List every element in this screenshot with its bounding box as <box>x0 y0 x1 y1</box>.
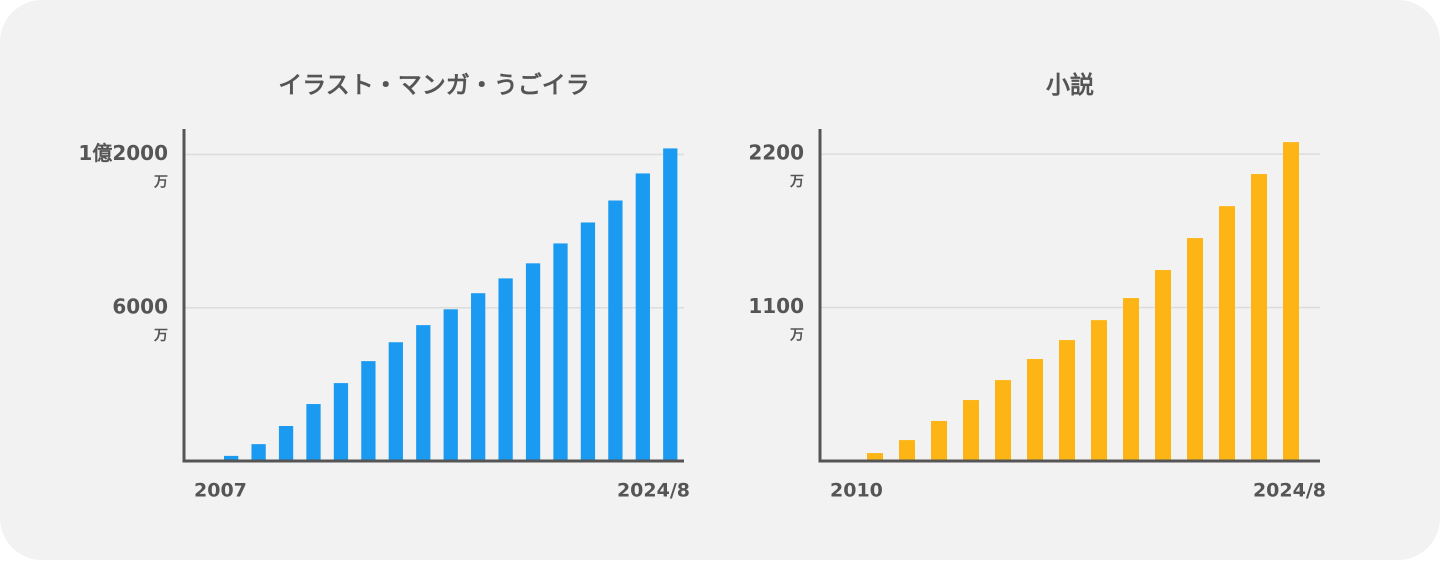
bar <box>471 293 486 461</box>
bar <box>306 404 321 461</box>
bar <box>1123 298 1139 461</box>
bar <box>1283 142 1299 461</box>
y-tick-unit: 万 <box>789 328 804 344</box>
bar <box>963 400 979 461</box>
chart-title: 小説 <box>1046 71 1094 99</box>
x-tick-label: 2024/8 <box>1253 480 1326 502</box>
y-tick-unit: 万 <box>789 174 804 190</box>
y-tick-unit: 万 <box>153 328 168 344</box>
y-tick-label: 6000 <box>112 294 168 318</box>
bar <box>608 200 623 461</box>
bar <box>443 309 458 461</box>
bar <box>278 426 294 461</box>
bar <box>224 455 239 461</box>
x-tick-label: 2007 <box>194 480 247 502</box>
bar <box>361 361 376 461</box>
bar <box>867 453 883 461</box>
bar <box>525 263 541 461</box>
bar <box>388 342 403 461</box>
y-tick-label: 2200 <box>748 141 804 165</box>
bar <box>1187 238 1203 461</box>
bar <box>1059 340 1075 461</box>
bar <box>416 325 431 461</box>
bar <box>931 420 947 461</box>
chart-title: イラスト・マンガ・うごイラ <box>278 71 590 99</box>
bar <box>498 278 513 461</box>
bar <box>333 383 349 461</box>
bar <box>995 380 1011 461</box>
y-tick-unit: 万 <box>153 175 168 191</box>
bar <box>663 148 678 461</box>
bar <box>1155 270 1171 461</box>
bar <box>251 444 266 461</box>
bar <box>580 222 596 461</box>
x-tick-label: 2010 <box>830 480 883 502</box>
bar <box>899 440 915 461</box>
bar <box>1251 174 1267 462</box>
x-tick-label: 2024/8 <box>617 480 690 502</box>
y-tick-label: 1億2000 <box>78 141 168 165</box>
y-tick-label: 1100 <box>748 294 804 318</box>
bar <box>553 243 568 461</box>
bar <box>1027 359 1043 461</box>
bar <box>1091 320 1107 461</box>
bar <box>1219 206 1235 461</box>
bar <box>635 173 650 461</box>
